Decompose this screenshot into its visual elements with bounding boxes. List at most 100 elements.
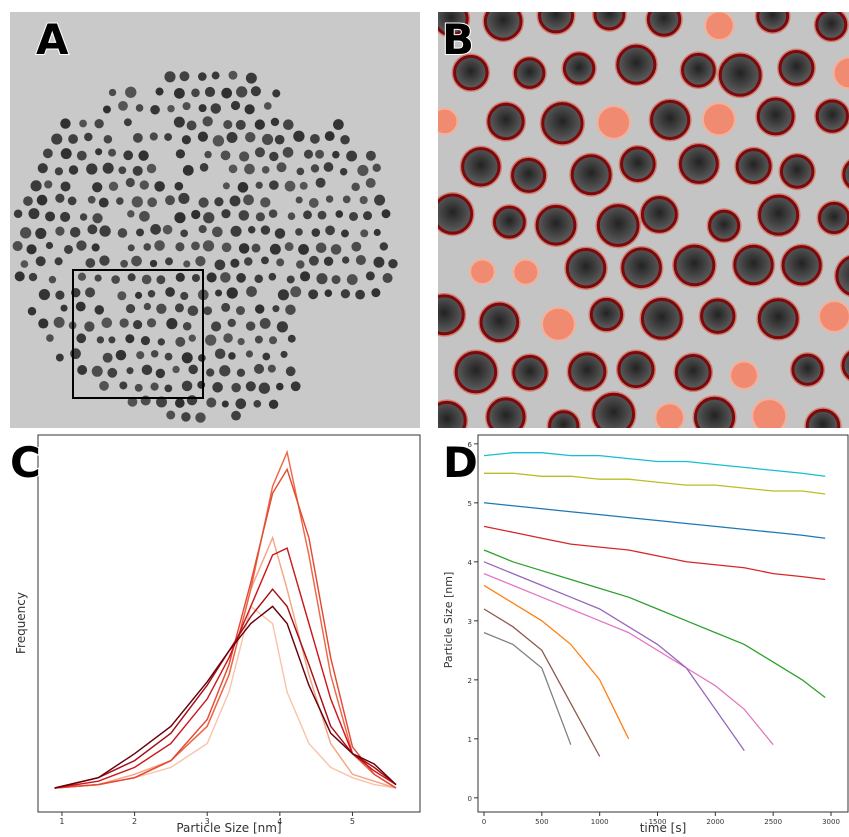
particle	[842, 160, 849, 188]
particle	[64, 244, 73, 254]
particle	[214, 197, 224, 207]
particle	[438, 107, 459, 136]
particle	[116, 197, 124, 205]
particle	[12, 240, 23, 252]
particle	[276, 382, 284, 391]
particle	[295, 196, 303, 204]
particle	[187, 305, 199, 317]
particle	[181, 135, 191, 145]
particle	[299, 181, 308, 190]
particle	[85, 287, 96, 298]
particle	[99, 225, 111, 237]
particle	[125, 86, 137, 98]
particle	[179, 71, 190, 82]
y-tick-label: 5	[468, 500, 472, 508]
particle	[60, 211, 71, 222]
particle	[119, 318, 129, 328]
x-tick-label: 1500	[649, 818, 667, 826]
particle	[141, 364, 153, 376]
particle	[756, 97, 795, 136]
particle	[323, 256, 334, 267]
particle	[127, 244, 135, 252]
particle	[251, 243, 261, 253]
particle	[149, 259, 158, 268]
ticks: 1 2 3 4 5 0 500 1000 1500 2000 2500 3000 0 1 2 3 4 5 6	[59, 441, 839, 826]
particle	[269, 180, 279, 190]
particle	[751, 398, 788, 428]
particle	[438, 294, 465, 336]
particle	[757, 298, 799, 340]
axes-c	[37, 434, 421, 813]
series-line	[483, 525, 826, 581]
particle	[147, 197, 158, 208]
particle	[102, 352, 113, 363]
particle	[85, 258, 96, 268]
particle	[805, 408, 841, 428]
particle	[286, 275, 295, 284]
series-line	[484, 472, 826, 495]
particle	[79, 119, 87, 128]
particle	[486, 397, 526, 428]
particle	[374, 194, 386, 206]
particle	[718, 53, 762, 97]
particle	[28, 272, 38, 282]
particle	[269, 243, 281, 255]
particle	[99, 255, 110, 266]
particle	[221, 400, 229, 408]
particle	[35, 256, 46, 267]
particle	[175, 336, 186, 347]
particle	[38, 288, 51, 301]
panel-label: D	[443, 438, 478, 487]
particle	[198, 224, 207, 234]
particle	[285, 304, 296, 315]
y-axis-title: Particle Size [nm]	[442, 572, 455, 669]
particle	[77, 272, 87, 281]
particle	[53, 316, 65, 328]
particle	[87, 195, 96, 204]
particle	[156, 275, 166, 285]
particle	[108, 336, 116, 344]
series-line	[54, 535, 397, 789]
particle	[592, 392, 636, 428]
particle	[118, 100, 128, 111]
particle	[308, 255, 319, 266]
particle	[150, 223, 161, 235]
particle	[136, 351, 145, 360]
x-tick-label: 500	[535, 818, 548, 826]
particle	[365, 150, 376, 161]
particle	[239, 151, 250, 162]
particle	[76, 150, 87, 161]
particle	[259, 318, 271, 329]
particle	[44, 180, 53, 189]
particle	[87, 224, 98, 235]
particle	[167, 104, 175, 113]
particle	[181, 412, 191, 422]
particle	[272, 305, 280, 313]
particle	[348, 211, 359, 221]
particle	[346, 274, 358, 286]
particle	[382, 273, 393, 284]
particle	[230, 225, 242, 237]
particle	[115, 349, 127, 361]
particle	[228, 70, 238, 80]
particle	[461, 147, 501, 187]
y-tick-label: 0	[468, 795, 472, 803]
particle	[132, 165, 143, 176]
particle	[678, 144, 719, 184]
particle	[186, 395, 198, 406]
particle	[125, 334, 135, 344]
particle	[342, 256, 350, 264]
particle	[541, 102, 584, 145]
particle	[700, 298, 736, 334]
particle	[238, 210, 250, 221]
particle	[210, 103, 222, 114]
particle	[229, 195, 241, 207]
y-axis-title: Frequency	[14, 592, 28, 654]
particle	[180, 229, 189, 238]
particle	[13, 209, 23, 219]
particle	[267, 364, 276, 373]
particle	[55, 226, 65, 236]
particle	[262, 352, 271, 361]
particle	[175, 149, 186, 159]
particle	[223, 333, 233, 343]
